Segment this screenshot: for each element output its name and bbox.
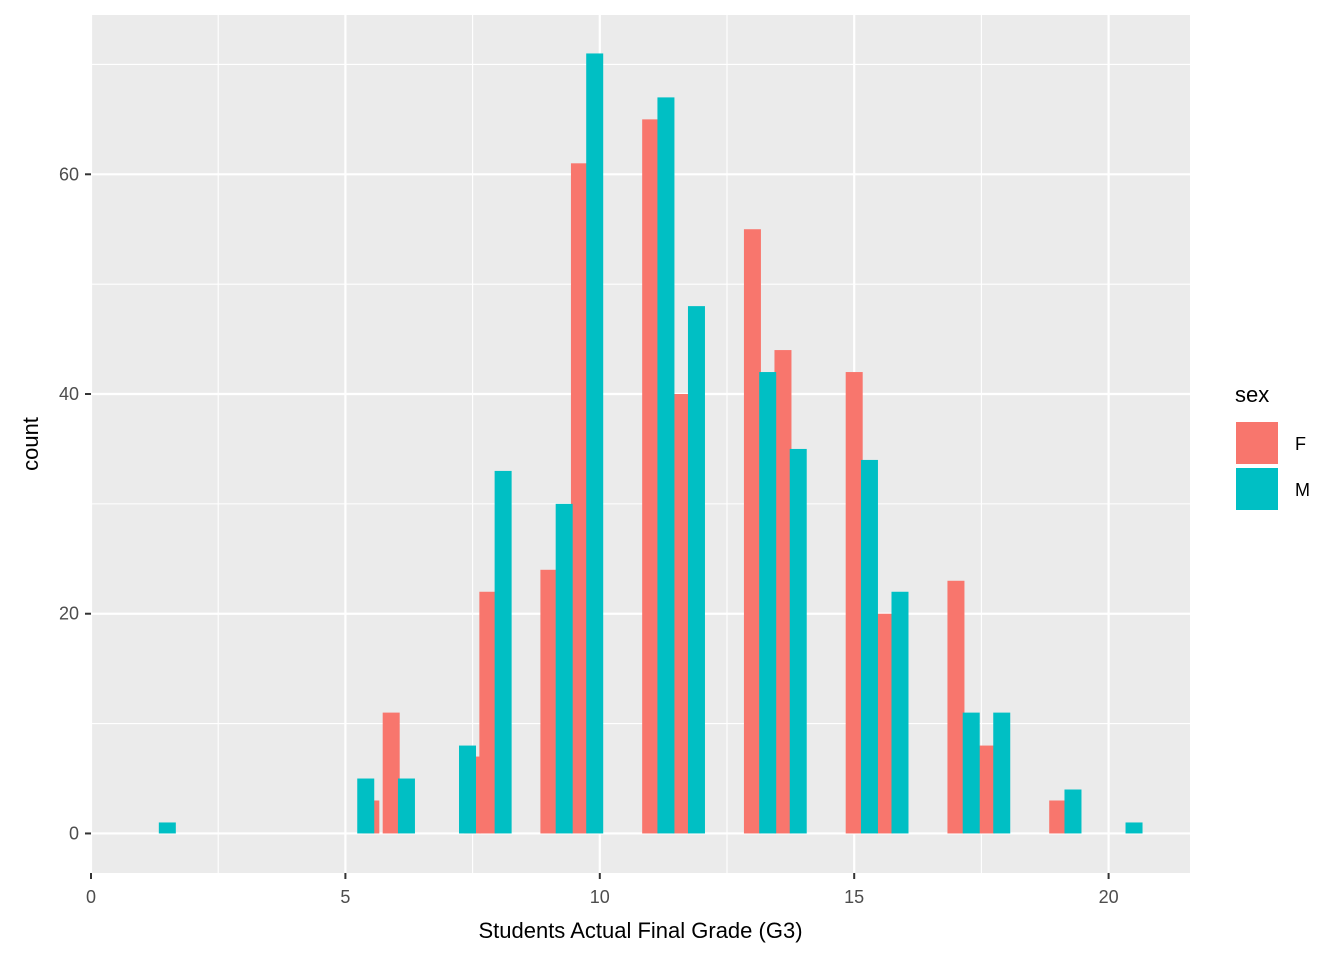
bar-M (860, 459, 878, 834)
y-tick-label: 20 (59, 604, 79, 624)
bar-F (570, 163, 588, 834)
bar-M (789, 448, 807, 834)
y-tick-label: 60 (59, 164, 79, 184)
legend: sex F M (1235, 382, 1310, 510)
x-tick-label: 5 (340, 887, 350, 907)
bar-M (1064, 789, 1082, 834)
y-tick-labels: 0 20 40 60 (59, 164, 79, 843)
x-tick-labels: 0 5 10 15 20 (86, 887, 1119, 907)
legend-label-M: M (1295, 480, 1310, 500)
bar-M (494, 470, 512, 834)
x-tick-label: 10 (590, 887, 610, 907)
y-tick-label: 40 (59, 384, 79, 404)
bar-M (759, 372, 777, 834)
bar-F (774, 350, 792, 834)
legend-key-F (1236, 422, 1278, 464)
bar-F (947, 580, 965, 834)
legend-label-F: F (1295, 434, 1306, 454)
x-tick-label: 15 (844, 887, 864, 907)
bar-M (687, 306, 705, 834)
bars (158, 53, 1143, 834)
bar-F (1049, 800, 1067, 834)
plot-panel (91, 15, 1190, 873)
bar-M (158, 822, 176, 834)
bar-F (479, 591, 497, 834)
y-axis-title: count (18, 417, 43, 471)
bar-F (382, 712, 400, 834)
legend-title: sex (1235, 382, 1269, 407)
grid-minor (91, 15, 1190, 873)
bar-F (876, 613, 894, 834)
bar-M (891, 591, 909, 834)
bar-F (743, 229, 761, 834)
bar-F (672, 394, 690, 834)
bar-M (962, 712, 980, 834)
bar-F (845, 372, 863, 834)
x-axis-title: Students Actual Final Grade (G3) (478, 918, 802, 943)
bar-M (993, 712, 1011, 834)
bar-M (586, 53, 604, 834)
bar-F (642, 119, 660, 834)
bar-M (357, 778, 375, 834)
y-tick-label: 0 (69, 823, 79, 843)
x-tick-label: 0 (86, 887, 96, 907)
bar-M (397, 778, 415, 834)
legend-key-M (1236, 468, 1278, 510)
bar-M (1125, 822, 1143, 834)
bar-M (657, 97, 675, 834)
bar-F (540, 569, 558, 834)
axis-ticks (85, 173, 1110, 879)
bar-M (459, 745, 477, 834)
bar-M (555, 503, 573, 834)
bar-F (977, 745, 995, 834)
x-tick-label: 20 (1099, 887, 1119, 907)
